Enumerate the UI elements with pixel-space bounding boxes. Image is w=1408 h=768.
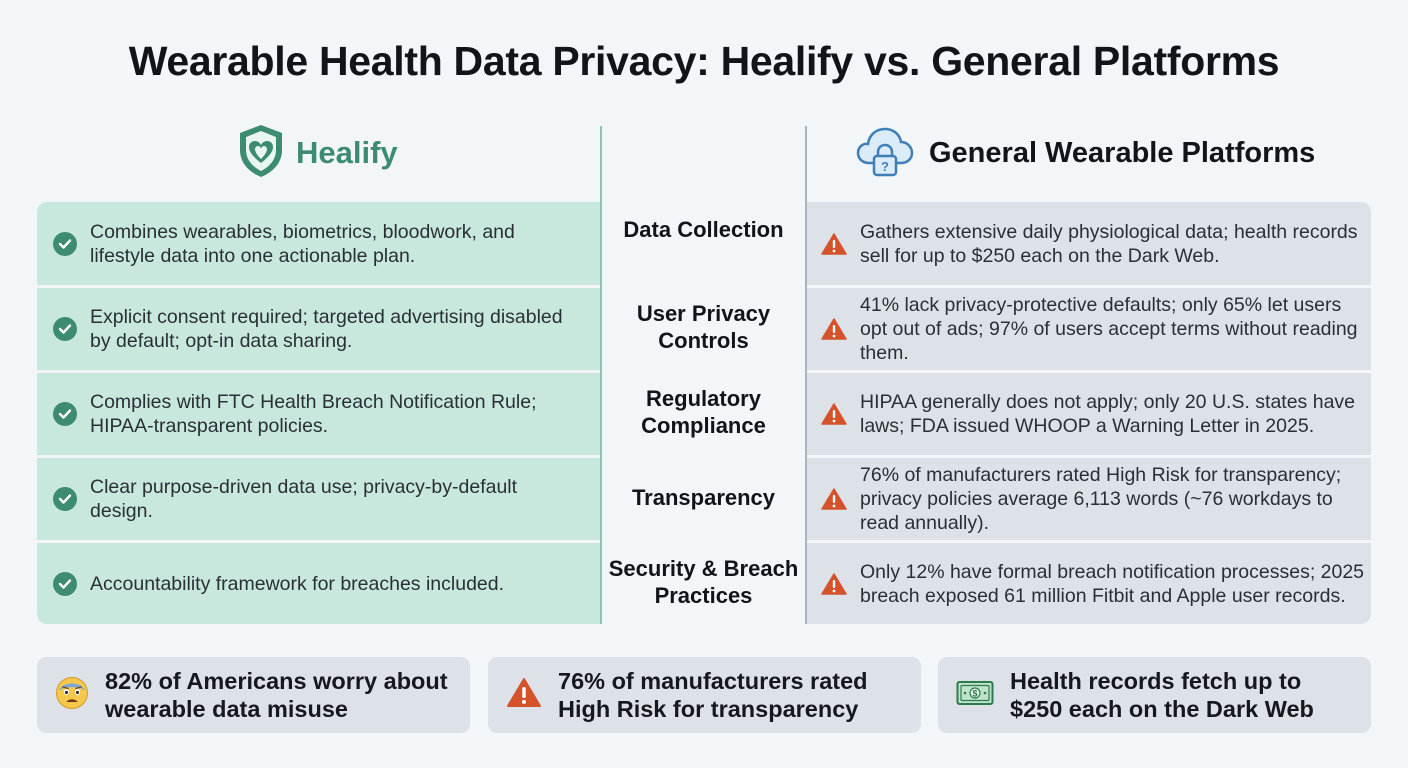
worried-face-icon — [55, 676, 89, 715]
general-row-regulatory: HIPAA generally does not apply; only 20 … — [807, 373, 1371, 455]
healify-text: Clear purpose-driven data use; privacy-b… — [90, 476, 518, 522]
healify-text: Explicit consent required; targeted adve… — [90, 306, 563, 352]
category-label: Data Collection — [623, 217, 784, 242]
healify-row-data-collection: Combines wearables, biometrics, bloodwor… — [37, 202, 600, 285]
svg-text:?: ? — [881, 159, 889, 174]
row-separator — [807, 540, 1371, 543]
healify-brand-name: Healify — [296, 135, 398, 170]
general-text: 76% of manufacturers rated High Risk for… — [860, 464, 1342, 534]
general-text: 41% lack privacy-protective defaults; on… — [860, 294, 1358, 364]
general-row-user-privacy: 41% lack privacy-protective defaults; on… — [807, 288, 1371, 370]
column-divider-right — [805, 126, 807, 624]
category-label: Transparency — [631, 485, 776, 510]
general-brand-name: General Wearable Platforms — [929, 136, 1316, 169]
healify-text: Complies with FTC Health Breach Notifica… — [90, 391, 537, 437]
general-text: HIPAA generally does not apply; only 20 … — [860, 391, 1356, 437]
row-separator — [807, 370, 1371, 373]
check-icon — [53, 571, 77, 596]
stat-text: Health records fetch up to $250 each on … — [1010, 668, 1314, 722]
general-column: Gathers extensive daily physiological da… — [807, 202, 1371, 624]
row-separator — [37, 540, 600, 543]
category-label: Security & Breach Practices — [608, 556, 799, 608]
stat-card-dark-web: $ Health records fetch up to $250 each o… — [938, 657, 1371, 733]
general-row-data-collection: Gathers extensive daily physiological da… — [807, 202, 1371, 285]
warning-icon — [821, 232, 847, 256]
warning-icon — [821, 572, 847, 596]
general-text: Only 12% have formal breach notification… — [860, 560, 1365, 607]
check-icon — [53, 402, 77, 426]
check-icon — [53, 487, 77, 511]
healify-header: Healify — [236, 123, 398, 184]
money-icon: $ — [956, 679, 994, 712]
healify-text: Accountability framework for breaches in… — [90, 572, 505, 595]
healify-row-security: Accountability framework for breaches in… — [37, 543, 600, 624]
warning-icon — [821, 317, 847, 341]
warning-icon — [821, 402, 847, 426]
row-separator — [37, 285, 600, 288]
check-icon — [53, 317, 77, 341]
stat-card-risk: 76% of manufacturers rated High Risk for… — [488, 657, 921, 733]
shield-heart-icon — [236, 123, 286, 184]
healify-row-transparency: Clear purpose-driven data use; privacy-b… — [37, 458, 600, 540]
stat-card-worry: 82% of Americans worry about wearable da… — [37, 657, 470, 733]
row-separator — [807, 455, 1371, 458]
cloud-lock-icon: ? — [855, 123, 915, 184]
stat-text: 76% of manufacturers rated High Risk for… — [558, 668, 868, 722]
category-label: Regulatory Compliance — [641, 386, 766, 438]
row-separator — [37, 370, 600, 373]
general-platforms-header: ? General Wearable Platforms — [855, 125, 1315, 181]
warning-icon — [821, 487, 847, 511]
page-title: Wearable Health Data Privacy: Healify vs… — [128, 38, 1280, 84]
row-separator — [807, 285, 1371, 288]
general-row-transparency: 76% of manufacturers rated High Risk for… — [807, 458, 1371, 540]
svg-text:$: $ — [972, 688, 977, 698]
row-separator — [37, 455, 600, 458]
stat-text: 82% of Americans worry about wearable da… — [105, 668, 448, 722]
column-divider-left — [600, 126, 602, 624]
general-row-security: Only 12% have formal breach notification… — [807, 543, 1371, 624]
healify-text: Combines wearables, biometrics, bloodwor… — [90, 220, 515, 267]
healify-row-regulatory: Complies with FTC Health Breach Notifica… — [37, 373, 600, 455]
general-text: Gathers extensive daily physiological da… — [860, 220, 1358, 267]
healify-column: Combines wearables, biometrics, bloodwor… — [37, 202, 600, 624]
healify-row-user-privacy: Explicit consent required; targeted adve… — [37, 288, 600, 370]
category-label: User Privacy Controls — [636, 301, 771, 353]
check-icon — [53, 231, 77, 256]
warning-icon — [506, 677, 542, 714]
